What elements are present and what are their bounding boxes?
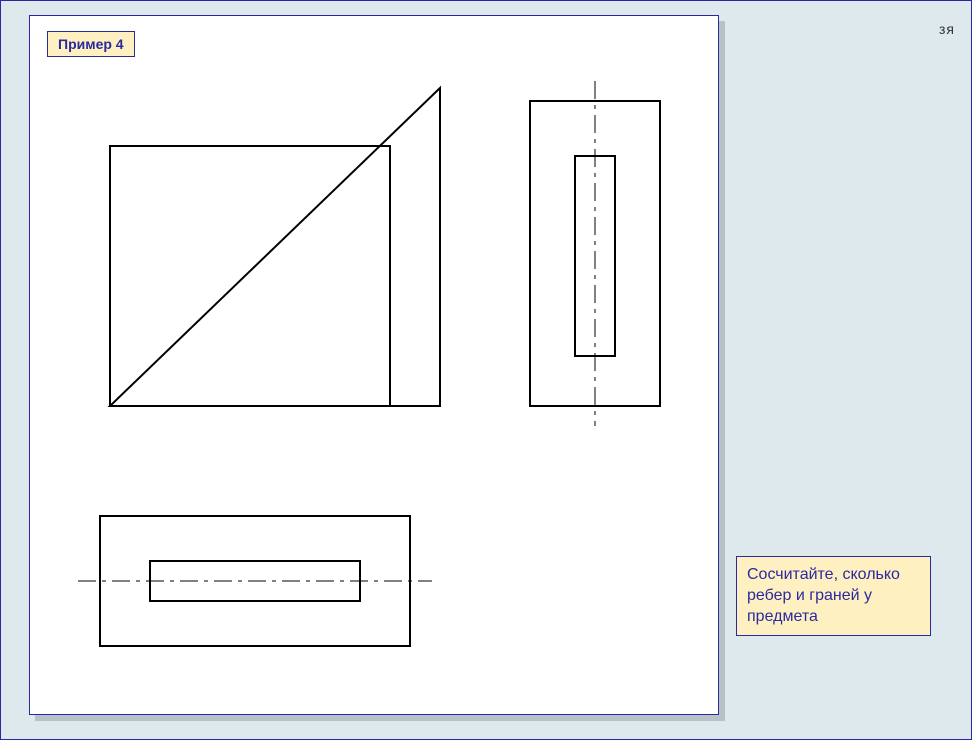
technical-drawing xyxy=(30,16,718,714)
top-view xyxy=(78,516,432,646)
instruction-note: Сосчитайте, сколько ребер и граней у пре… xyxy=(736,556,931,636)
front-view xyxy=(110,88,440,406)
side-view xyxy=(530,81,660,426)
corner-label: зя xyxy=(939,21,955,37)
drawing-panel xyxy=(29,15,719,715)
page-outer: зя Пример 4 Сосчитайте, сколько ребер и … xyxy=(0,0,972,740)
example-badge: Пример 4 xyxy=(47,31,135,57)
front-square xyxy=(110,146,390,406)
